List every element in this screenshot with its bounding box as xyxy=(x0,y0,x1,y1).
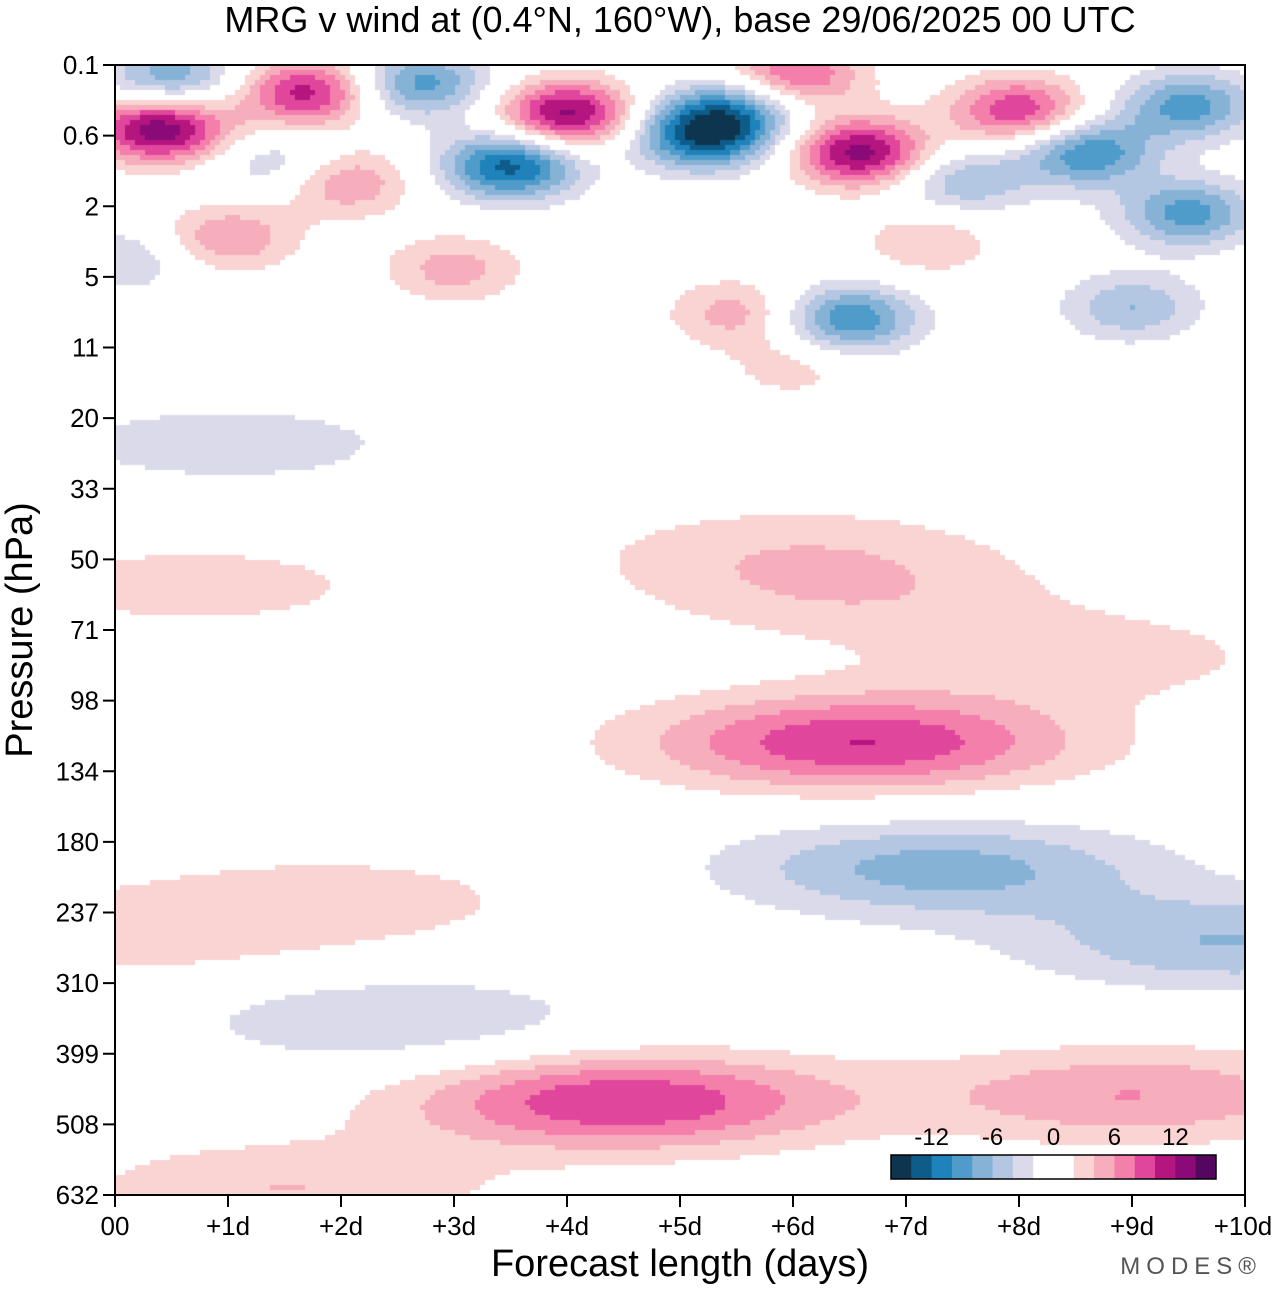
y-tick-label: 5 xyxy=(85,262,99,292)
x-tick-label: +7d xyxy=(884,1211,928,1241)
y-tick-label: 20 xyxy=(70,403,99,433)
colorbar-swatch xyxy=(1053,1155,1075,1179)
y-tick-label: 50 xyxy=(70,544,99,574)
colorbar-tick-label: 6 xyxy=(1108,1124,1121,1151)
wind-field xyxy=(115,65,1245,1195)
colorbar-swatch xyxy=(931,1155,953,1179)
x-tick-label: +2d xyxy=(319,1211,363,1241)
x-tick-label: +4d xyxy=(545,1211,589,1241)
x-tick-label: 00 xyxy=(101,1211,130,1241)
colorbar-swatch xyxy=(1155,1155,1176,1179)
colorbar-tick-label: 12 xyxy=(1162,1124,1189,1151)
colorbar-frame xyxy=(890,1154,1217,1180)
y-tick-label: 98 xyxy=(70,686,99,716)
x-tick-label: +10d xyxy=(1214,1211,1273,1241)
colorbar-tick-label: 0 xyxy=(1047,1124,1060,1151)
y-tick-label: 2 xyxy=(85,191,99,221)
y-axis: 0.1 0.6 2 5 11 20 33 50 71 98 134 180 237 310 399 508 63… xyxy=(56,50,115,1210)
x-tick-label: +5d xyxy=(658,1211,702,1241)
y-tick-label: 399 xyxy=(56,1039,99,1069)
y-tick-label: 33 xyxy=(70,474,99,504)
y-tick-label: 180 xyxy=(56,827,99,857)
colorbar-tick-label: -6 xyxy=(982,1124,1003,1151)
y-tick-label: 134 xyxy=(56,756,99,786)
colorbar-swatch xyxy=(992,1155,1014,1179)
x-tick-label: +9d xyxy=(1110,1211,1154,1241)
x-axis: 00 +1d +2d +3d +4d +5d +6d +7d +8d +9d +10d xyxy=(101,1195,1273,1241)
colorbar-swatch xyxy=(1073,1155,1095,1179)
colorbar-swatch xyxy=(891,1155,912,1179)
colorbar-swatch xyxy=(1033,1155,1054,1179)
y-tick-label: 310 xyxy=(56,968,99,998)
x-tick-label: +3d xyxy=(432,1211,476,1241)
colorbar-swatch xyxy=(1175,1155,1197,1179)
y-tick-label: 632 xyxy=(56,1180,99,1210)
modes-brand: MODES® xyxy=(1120,1253,1262,1280)
colorbar: -12 -6 0 6 12 xyxy=(890,1124,1217,1180)
colorbar-swatch xyxy=(1114,1155,1136,1179)
y-tick-label: 71 xyxy=(70,615,99,645)
y-tick-label: 508 xyxy=(56,1109,99,1139)
chart-title: MRG v wind at (0.4°N, 160°W), base 29/06… xyxy=(224,0,1135,40)
colorbar-swatch xyxy=(1012,1155,1034,1179)
colorbar-swatch xyxy=(1094,1155,1115,1179)
colorbar-swatch xyxy=(972,1155,994,1179)
y-tick-label: 11 xyxy=(72,333,99,363)
colorbar-swatch xyxy=(1195,1155,1217,1179)
x-tick-label: +8d xyxy=(997,1211,1041,1241)
y-tick-label: 237 xyxy=(56,898,99,928)
x-tick-label: +6d xyxy=(771,1211,815,1241)
colorbar-swatch xyxy=(951,1155,973,1179)
y-axis-label: Pressure (hPa) xyxy=(0,502,41,758)
x-tick-label: +1d xyxy=(206,1211,250,1241)
y-tick-label: 0.6 xyxy=(63,121,99,151)
colorbar-swatch xyxy=(911,1155,933,1179)
colorbar-swatch xyxy=(1134,1155,1156,1179)
x-axis-label: Forecast length (days) xyxy=(491,1243,869,1285)
colorbar-tick-label: -12 xyxy=(914,1124,949,1151)
y-tick-label: 0.1 xyxy=(63,50,99,80)
